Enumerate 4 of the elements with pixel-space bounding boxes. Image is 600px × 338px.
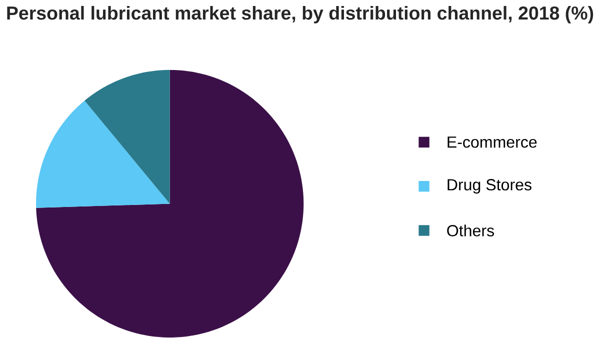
- legend-label: Drug Stores: [448, 179, 532, 194]
- legend-label: E-commerce: [448, 136, 537, 148]
- chart-title: Personal lubricant market share, by distribution channel, 2018 (%): [7, 6, 594, 24]
- legend-label: Others: [447, 224, 494, 237]
